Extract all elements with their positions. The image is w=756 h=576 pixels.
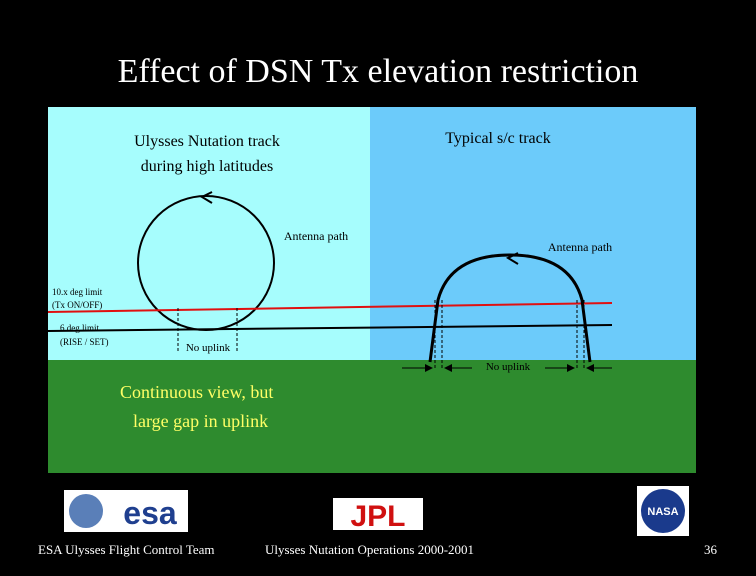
right-label: Typical s/c track xyxy=(445,130,551,147)
rise-set-line xyxy=(47,324,613,332)
left-label: Ulysses Nutation track xyxy=(134,133,280,150)
limit-label: 6 deg limit xyxy=(60,323,99,333)
jpl-logo xyxy=(333,498,423,530)
limit-label: (Tx ON/OFF) xyxy=(52,300,102,310)
esa-logo-text: esa xyxy=(123,495,177,531)
antenna-path-label: Antenna path xyxy=(284,229,348,243)
no-uplink-label: No uplink xyxy=(486,361,531,373)
jpl-logo-text: JPL xyxy=(350,500,405,533)
ground-note: Continuous view, but xyxy=(120,382,273,402)
antenna-path-label: Antenna path xyxy=(548,240,612,254)
footer-center: Ulysses Nutation Operations 2000-2001 xyxy=(265,542,474,557)
limit-label: (RISE / SET) xyxy=(60,337,109,347)
page-number: 36 xyxy=(704,542,718,557)
nasa-logo-text: NASA xyxy=(647,506,678,518)
esa-logo-mark xyxy=(69,494,103,528)
right-sky xyxy=(370,107,696,360)
sc-track xyxy=(428,253,592,363)
slide-title: Effect of DSN Tx elevation restriction xyxy=(118,53,639,90)
ground-note: large gap in uplink xyxy=(133,411,268,431)
left-sky xyxy=(48,107,370,360)
track-arrow xyxy=(199,191,213,204)
tx-limit-line xyxy=(47,302,613,313)
no-uplink-label: No uplink xyxy=(186,342,231,354)
nasa-logo-mark xyxy=(641,489,685,533)
track-arrow xyxy=(505,252,519,265)
limit-label: 10.x deg limit xyxy=(52,287,103,297)
left-label: during high latitudes xyxy=(141,158,273,175)
ground xyxy=(48,360,696,473)
footer-left: ESA Ulysses Flight Control Team xyxy=(38,542,215,557)
